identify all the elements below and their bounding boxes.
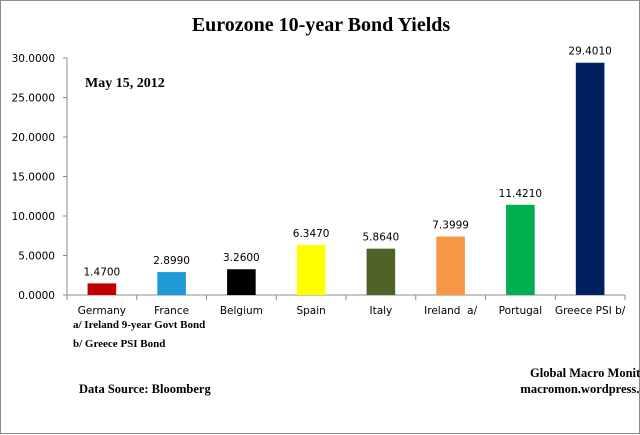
data-label: 7.3999: [432, 220, 469, 232]
category-label: Greece PSI b/: [555, 305, 626, 317]
data-label: 2.8990: [153, 255, 190, 267]
bar: [575, 62, 605, 295]
data-label: 29.4010: [568, 46, 611, 58]
y-tick-label: 20.0000: [12, 132, 55, 144]
data-label: 6.3470: [293, 228, 330, 240]
category-label: Ireland a/: [424, 305, 477, 317]
y-tick-label: 0.0000: [18, 290, 55, 302]
y-tick-label: 10.0000: [12, 211, 55, 223]
category-label: Portugal: [499, 305, 543, 317]
data-label: 11.4210: [499, 188, 542, 200]
bar: [436, 236, 465, 295]
category-label: Belgium: [220, 305, 263, 317]
note-greece: b/ Greece PSI Bond: [73, 338, 165, 350]
category-label: France: [154, 305, 189, 317]
data-labels: 1.4700 2.8990 3.2600 6.3470 5.8640 7.3999 11.4…: [84, 46, 612, 279]
bar: [157, 272, 186, 295]
category-label: Italy: [369, 305, 392, 317]
y-tick-label: 15.0000: [12, 172, 55, 184]
chart-title: Eurozone 10-year Bond Yields: [192, 14, 451, 36]
data-label: 5.8640: [363, 232, 400, 244]
data-label: 1.4700: [84, 266, 121, 278]
y-axis-tick-labels: 0.0000 5.0000 10.0000 15.0000 20.0000 25.0000…: [12, 53, 55, 302]
note-ireland: a/ Ireland 9-year Govt Bond: [73, 319, 205, 331]
bar: [87, 283, 117, 295]
data-label: 3.2600: [223, 252, 260, 264]
x-axis-ticks: [66, 295, 626, 300]
credit-url: macromon.wordpress.com: [520, 382, 640, 396]
bar: [227, 269, 256, 295]
category-label: Germany: [78, 305, 126, 317]
bar: [296, 244, 326, 295]
bar-series: [87, 62, 605, 295]
data-source: Data Source: Bloomberg: [79, 382, 211, 396]
date-label: May 15, 2012: [85, 76, 165, 91]
y-tick-label: 25.0000: [12, 93, 55, 105]
y-tick-label: 30.0000: [12, 53, 55, 65]
y-axis-ticks: [63, 57, 67, 296]
bar: [366, 248, 396, 295]
category-label: Spain: [296, 305, 325, 317]
y-tick-label: 5.0000: [18, 251, 55, 263]
bar: [506, 204, 535, 295]
x-axis-category-labels: Germany France Belgium Spain Italy Ireland a/…: [78, 305, 626, 317]
credit-title: Global Macro Monitor: [530, 366, 640, 380]
